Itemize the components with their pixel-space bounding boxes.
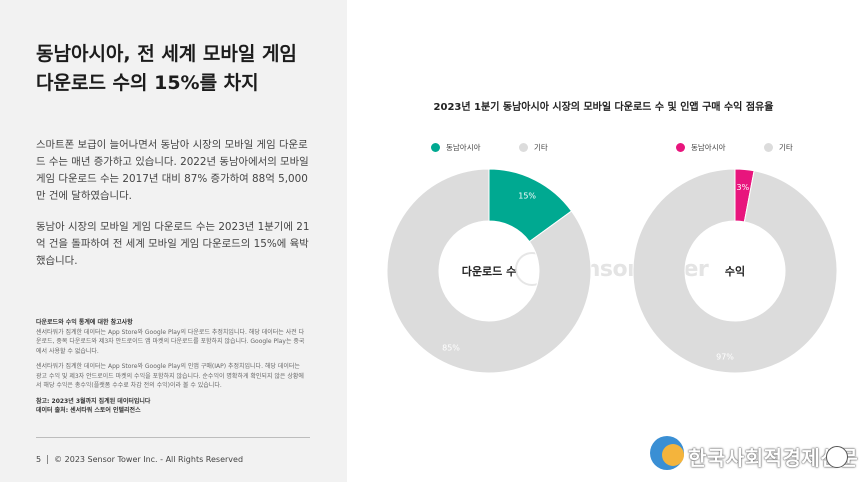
copyright: © 2023 Sensor Tower Inc. - All Rights Re… (54, 455, 244, 464)
legend-downloads-sea: 동남아시아 (431, 142, 481, 153)
source-note: 데이터 출처: 센서타워 스토어 인텔리전스 (36, 407, 141, 414)
slice-label-downloads-sea: 15% (518, 192, 536, 201)
legend-label: 동남아시아 (446, 143, 481, 152)
legend-dot-icon (764, 143, 773, 152)
legend-downloads-other: 기타 (519, 142, 548, 153)
notes-heading: 다운로드와 수익 통계에 대한 참고사항 (36, 319, 133, 326)
legend-revenue-other: 기타 (764, 142, 793, 153)
chart-title: 2023년 1분기 동남아시아 시장의 모바일 다운로드 수 및 인앱 구매 수… (433, 102, 774, 113)
legend-revenue-sea: 동남아시아 (676, 142, 726, 153)
left-panel (0, 0, 347, 482)
legend-dot-icon (519, 143, 528, 152)
paragraph-1: 스마트폰 보급이 늘어나면서 동남아 시장의 모바일 게임 다운로드 수는 매년… (36, 139, 309, 202)
notes: 다운로드와 수익 통계에 대한 참고사항 센서타워가 집계한 데이터는 App … (36, 318, 306, 416)
slice-label-revenue-sea: 3% (737, 183, 750, 192)
logo: 한국사회적경제신문 (646, 432, 860, 482)
slice-label-downloads-other: 85% (442, 344, 460, 353)
paragraph-2: 동남아 시장의 모바일 게임 다운로드 수는 2023년 1분기에 21억 건을… (36, 221, 310, 267)
body-text: 스마트폰 보급이 늘어나면서 동남아 시장의 모바일 게임 다운로드 수는 매년… (36, 137, 316, 284)
title-line-2: 다운로드 수의 15%를 차지 (36, 72, 259, 94)
legend-dot-icon (676, 143, 685, 152)
logo-mark-accent (662, 444, 684, 466)
legend-label: 기타 (534, 143, 548, 152)
emblem-icon (826, 446, 848, 468)
page-title: 동남아시아, 전 세계 모바일 게임 다운로드 수의 15%를 차지 (36, 40, 336, 98)
title-line-1: 동남아시아, 전 세계 모바일 게임 (36, 43, 297, 65)
legend-label: 동남아시아 (691, 143, 726, 152)
slice-downloads-other (386, 168, 592, 374)
note-1: 센서타워가 집계한 데이터는 App Store와 Google Play의 다… (36, 328, 305, 355)
note-2: 센서타워가 집계한 데이터는 App Store와 Google Play의 인… (36, 363, 304, 389)
legend-dot-icon (431, 143, 440, 152)
slice-label-revenue-other: 97% (716, 353, 734, 362)
footer-divider (36, 437, 310, 438)
slice-revenue-other (632, 168, 838, 374)
reference-note: 참고: 2023년 3월까지 집계된 데이터입니다 (36, 397, 151, 405)
footer: 5 © 2023 Sensor Tower Inc. - All Rights R… (36, 455, 243, 464)
legend-label: 기타 (779, 143, 793, 152)
footer-separator (47, 455, 49, 464)
page-number: 5 (36, 455, 42, 464)
center-label-revenue: 수익 (725, 265, 745, 278)
center-label-downloads: 다운로드 수 (462, 264, 516, 278)
